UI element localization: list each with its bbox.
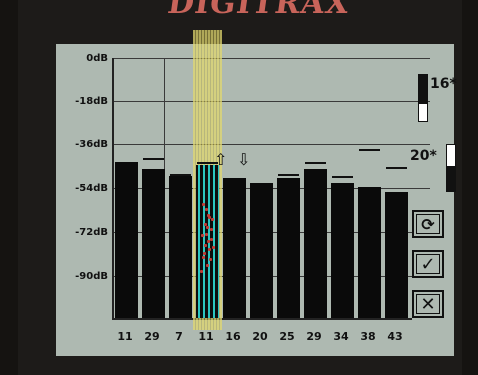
signal-sample	[210, 228, 213, 231]
x-tick-label: 20	[252, 330, 268, 343]
signal-sample	[209, 258, 212, 261]
up-arrow-icon[interactable]: ⇧	[214, 150, 228, 169]
grid-line	[114, 58, 430, 59]
channel-bar[interactable]	[250, 182, 273, 318]
signal-sample	[211, 218, 214, 221]
bottom-level-value: 20*	[410, 148, 437, 164]
y-label-54db: -54dB	[75, 183, 108, 194]
y-label-72db: -72dB	[75, 227, 108, 238]
signal-sample	[201, 234, 204, 237]
x-tick-label: 11	[198, 330, 214, 343]
spectrum-plot	[112, 30, 430, 330]
top-level-meter[interactable]	[418, 74, 428, 122]
signal-sample	[204, 244, 207, 247]
down-arrow-icon[interactable]: ⇩	[237, 150, 251, 169]
signal-sample	[207, 240, 210, 243]
channel-bar[interactable]	[304, 169, 327, 318]
y-label-18db: -18dB	[75, 96, 108, 107]
peak-marker	[386, 167, 407, 169]
x-tick-label: 29	[306, 330, 322, 343]
confirm-button[interactable]: ✓	[412, 250, 444, 278]
peak-marker	[278, 173, 299, 176]
x-tick-label: 7	[175, 330, 183, 343]
lcd-screen: 0dB -18dB -36dB -54dB -72dB -90dB ⇧ ⇩ 16…	[56, 30, 457, 356]
signal-sample	[205, 208, 208, 211]
grid-line	[114, 101, 430, 102]
signal-sample	[204, 223, 207, 226]
x-tick-label: 38	[360, 330, 376, 343]
device-frame: DIGITRAX 0dB -18dB -36dB -54dB -72dB -90…	[18, 0, 462, 375]
peak-marker	[197, 162, 218, 165]
signal-sample	[202, 256, 205, 259]
signal-sample	[206, 226, 209, 229]
peak-marker	[305, 162, 326, 165]
bottom-level-meter[interactable]	[446, 144, 456, 192]
brand-logo: DIGITRAX	[165, 0, 352, 21]
channel-bar[interactable]	[385, 191, 408, 318]
bottom-level-fill	[447, 165, 455, 191]
signal-sample	[208, 248, 211, 251]
y-label-90db: -90dB	[75, 271, 108, 282]
channel-bar[interactable]	[115, 162, 138, 318]
signal-sample	[203, 252, 206, 255]
x-tick-label: 25	[279, 330, 295, 343]
y-label-0db: 0dB	[86, 53, 108, 64]
signal-sample	[212, 246, 215, 249]
x-tick-label: 11	[117, 330, 133, 343]
signal-sample	[207, 214, 210, 217]
signal-sample	[210, 238, 213, 241]
cancel-button[interactable]: ✕	[412, 290, 444, 318]
signal-sample	[206, 264, 209, 267]
refresh-icon: ⟳	[416, 214, 440, 234]
peak-marker	[359, 148, 380, 151]
peak-marker	[332, 176, 353, 179]
y-label-36db: -36dB	[75, 139, 108, 150]
channel-bar[interactable]	[223, 178, 246, 318]
x-tick-label: 34	[333, 330, 349, 343]
x-tick-label: 16	[225, 330, 241, 343]
channel-bar[interactable]	[142, 169, 165, 318]
x-tick-label: 29	[144, 330, 160, 343]
x-tick-label: 43	[387, 330, 403, 343]
refresh-button[interactable]: ⟳	[412, 210, 444, 238]
peak-marker	[170, 173, 191, 176]
close-icon: ✕	[416, 294, 440, 315]
grid-line	[114, 144, 430, 145]
signal-sample	[202, 203, 205, 206]
channel-bar[interactable]	[358, 187, 381, 318]
signal-sample	[208, 216, 211, 219]
signal-sample	[200, 270, 203, 273]
top-level-value: 16*	[430, 76, 457, 92]
top-level-fill	[419, 75, 427, 104]
check-icon: ✓	[416, 254, 440, 275]
peak-marker	[143, 157, 164, 160]
signal-sample	[205, 233, 208, 236]
channel-bar[interactable]	[277, 178, 300, 318]
channel-bar[interactable]	[169, 176, 192, 318]
channel-bar[interactable]	[331, 182, 354, 318]
